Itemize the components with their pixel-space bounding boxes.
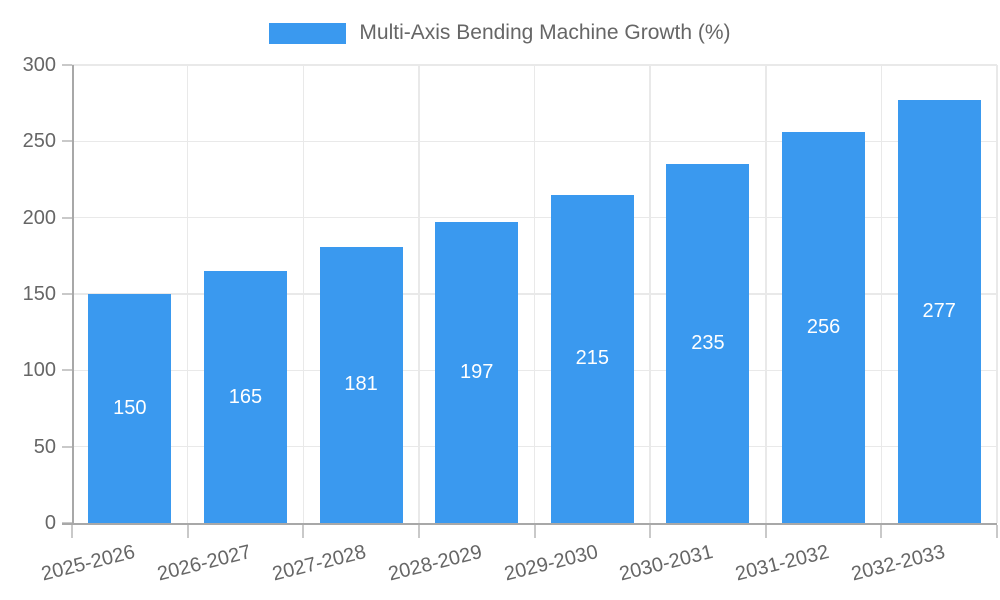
x-axis-tick-label: 2031-2032 [732, 540, 832, 586]
x-axis-tick-label: 2026-2027 [154, 540, 254, 586]
bar-value-label: 181 [344, 373, 378, 396]
bar-value-label: 256 [806, 316, 841, 339]
legend-swatch [269, 22, 347, 44]
gridline-vertical [649, 65, 651, 523]
y-tick-mark [62, 216, 72, 219]
bar-value-label: 165 [228, 385, 263, 408]
bar[interactable]: 165 [203, 271, 287, 523]
bar[interactable]: 150 [88, 294, 172, 523]
bar[interactable]: 277 [897, 100, 981, 523]
y-axis-tick-label: 250 [22, 130, 56, 153]
x-axis-tick-label: 2025-2026 [39, 540, 138, 586]
legend-label: Multi-Axis Bending Machine Growth (%) [359, 21, 731, 44]
bar-value-label: 277 [922, 300, 956, 323]
legend[interactable]: Multi-Axis Bending Machine Growth (%) [0, 21, 1000, 45]
bar-value-label: 197 [460, 361, 494, 384]
x-tick-mark [649, 525, 652, 538]
bar-value-label: 150 [113, 397, 147, 419]
y-axis-tick-label: 0 [44, 512, 56, 534]
gridline-vertical [880, 65, 883, 523]
x-tick-mark [186, 525, 189, 538]
x-tick-mark [880, 525, 883, 538]
y-axis-tick-label: 50 [33, 435, 56, 458]
gridline-vertical [186, 65, 189, 523]
y-tick-mark [62, 64, 72, 66]
bar-value-label: 215 [575, 347, 609, 370]
bar[interactable]: 181 [319, 246, 403, 523]
x-axis-tick-label: 2028-2029 [386, 540, 485, 586]
x-axis-tick-label: 2030-2031 [617, 540, 716, 586]
y-tick-mark [62, 293, 72, 295]
y-tick-mark [62, 445, 72, 448]
y-axis-tick-label: 100 [22, 359, 56, 382]
x-tick-mark [533, 525, 536, 538]
bar-value-label: 235 [691, 332, 725, 355]
gridline-vertical [765, 65, 767, 523]
gridline-vertical [996, 65, 998, 523]
x-axis-line [62, 523, 997, 525]
bar[interactable]: 256 [782, 132, 866, 523]
gridline-vertical [418, 65, 420, 523]
x-tick-mark [996, 525, 998, 538]
y-tick-mark [62, 369, 72, 372]
x-axis-tick-label: 2032-2033 [848, 540, 947, 586]
y-axis-tick-label: 150 [22, 283, 56, 305]
y-tick-mark [62, 140, 72, 143]
x-tick-mark [764, 525, 767, 538]
x-axis-tick-label: 2027-2028 [270, 540, 369, 586]
y-axis-tick-label: 200 [22, 206, 56, 229]
gridline-vertical [302, 65, 304, 523]
y-axis-line [72, 65, 74, 525]
x-tick-mark [71, 525, 73, 538]
bar[interactable]: 235 [666, 164, 750, 523]
x-axis-tick-label: 2029-2030 [501, 540, 600, 586]
x-tick-mark [417, 525, 420, 538]
plot-area: 150 165 181 197 215 235 256 277 [62, 64, 998, 538]
gridline-vertical [533, 65, 536, 523]
bar[interactable]: 215 [550, 194, 634, 523]
y-axis-tick-label: 300 [22, 54, 56, 76]
x-tick-mark [302, 525, 305, 538]
bar[interactable]: 197 [435, 222, 519, 523]
